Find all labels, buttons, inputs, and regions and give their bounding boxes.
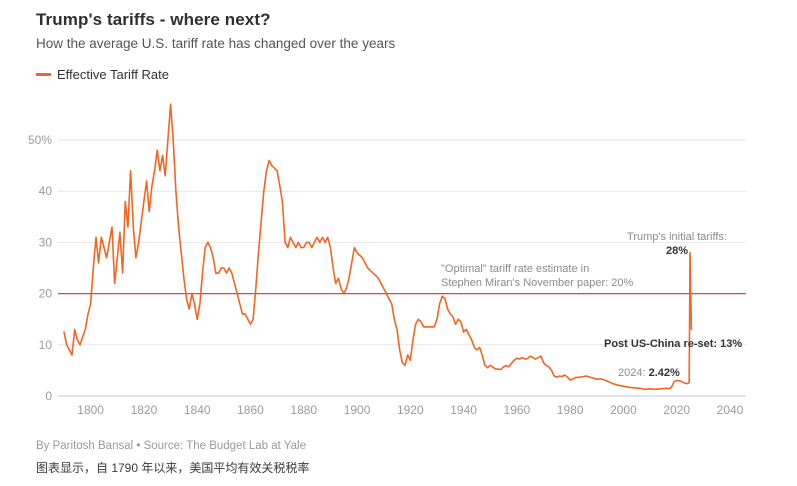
y-tick-label: 0 <box>45 389 52 403</box>
legend-line-swatch <box>36 73 51 76</box>
annotation-2024-prefix: 2024: <box>618 367 646 379</box>
byline-source: By Paritosh Bansal • Source: The Budget … <box>36 440 306 452</box>
x-tick-label: 1960 <box>504 403 531 417</box>
annotation-optimal-rate: "Optimal" tariff rate estimate in Stephe… <box>441 262 633 290</box>
x-tick-label: 1920 <box>397 403 424 417</box>
y-tick-label: 20 <box>39 287 53 301</box>
y-tick-label: 50% <box>28 133 52 147</box>
x-tick-label: 2020 <box>663 403 690 417</box>
chinese-caption: 图表显示，自 1790 年以来，美国平均有效关税税率 <box>36 461 310 475</box>
annotation-post-reset: Post US-China re-set: 13% <box>604 338 743 350</box>
x-tick-label: 1900 <box>344 403 371 417</box>
x-tick-label: 1800 <box>77 403 104 417</box>
x-tick-label: 2000 <box>610 403 637 417</box>
annotation-2024: 2024: 2.42% <box>618 366 680 380</box>
x-tick-label: 1860 <box>237 403 264 417</box>
annotation-2024-value: 2.42% <box>648 367 680 379</box>
x-tick-label: 1980 <box>557 403 584 417</box>
x-tick-label: 1880 <box>290 403 317 417</box>
tariff-rate-line <box>63 103 693 391</box>
x-tick-label: 1940 <box>450 403 477 417</box>
annotation-trump-initial: Trump's initial tariffs: 28% <box>612 230 742 258</box>
chart-subtitle: How the average U.S. tariff rate has cha… <box>36 36 396 51</box>
annotation-optimal-line1: "Optimal" tariff rate estimate in <box>441 263 590 275</box>
y-tick-label: 10 <box>39 338 53 352</box>
annotation-trump-label: Trump's initial tariffs: <box>627 231 727 243</box>
x-tick-label: 2040 <box>717 403 744 417</box>
chart-svg: 0 10 20 30 40 50% 1800 1820 1840 1860 1880 1900 1920… <box>28 103 746 417</box>
x-tick-label: 1820 <box>131 403 158 417</box>
legend: Effective Tariff Rate <box>36 67 169 82</box>
y-tick-label: 30 <box>39 235 53 249</box>
legend-label: Effective Tariff Rate <box>57 67 170 82</box>
annotation-trump-value: 28% <box>665 245 689 257</box>
chart-title: Trump's tariffs - where next? <box>36 10 271 29</box>
annotation-optimal-line2: Stephen Miran's November paper: 20% <box>441 277 634 289</box>
y-tick-label: 40 <box>39 184 53 198</box>
x-tick-label: 1840 <box>184 403 211 417</box>
